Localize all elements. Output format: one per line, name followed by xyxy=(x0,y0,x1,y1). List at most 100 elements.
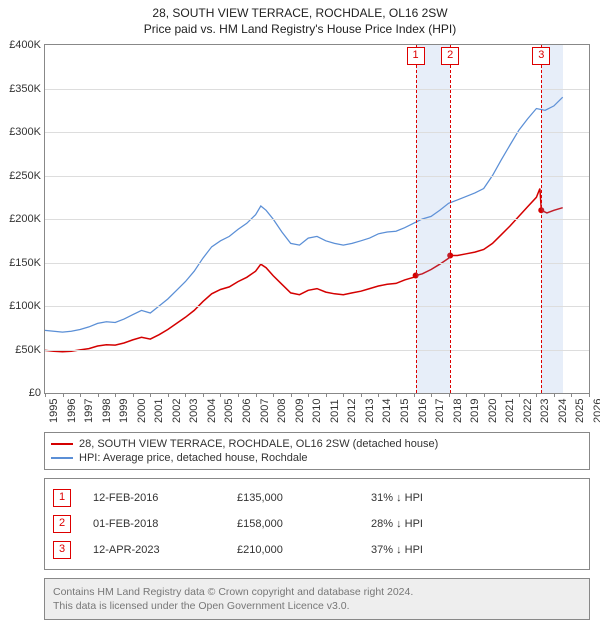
x-tick xyxy=(115,393,116,397)
x-tick xyxy=(308,393,309,397)
x-tick xyxy=(150,393,151,397)
x-tick xyxy=(98,393,99,397)
chart-container: 28, SOUTH VIEW TERRACE, ROCHDALE, OL16 2… xyxy=(0,0,600,620)
event-price: £158,000 xyxy=(235,511,369,537)
x-axis-label: 2015 xyxy=(399,399,411,423)
y-axis-label: £400K xyxy=(9,39,41,51)
x-axis-label: 2016 xyxy=(417,399,429,423)
x-axis-label: 2008 xyxy=(276,399,288,423)
event-row: 1 12-FEB-2016 £135,000 31% ↓ HPI xyxy=(51,485,583,511)
x-axis-label: 2020 xyxy=(487,399,499,423)
x-axis-label: 1996 xyxy=(66,399,78,423)
x-axis-label: 2019 xyxy=(469,399,481,423)
event-delta: 37% ↓ HPI xyxy=(369,537,583,563)
x-tick xyxy=(185,393,186,397)
x-axis-label: 2026 xyxy=(592,399,600,423)
x-tick xyxy=(501,393,502,397)
x-axis-label: 1999 xyxy=(118,399,130,423)
y-gridline xyxy=(45,306,589,307)
series-property xyxy=(45,189,563,352)
events-table: 1 12-FEB-2016 £135,000 31% ↓ HPI 2 01-FE… xyxy=(44,478,590,570)
x-tick xyxy=(291,393,292,397)
x-tick xyxy=(484,393,485,397)
legend: 28, SOUTH VIEW TERRACE, ROCHDALE, OL16 2… xyxy=(44,432,590,470)
x-tick xyxy=(168,393,169,397)
y-axis-label: £100K xyxy=(9,300,41,312)
x-axis-label: 1997 xyxy=(83,399,95,423)
x-axis-label: 2010 xyxy=(311,399,323,423)
x-tick xyxy=(80,393,81,397)
legend-label: 28, SOUTH VIEW TERRACE, ROCHDALE, OL16 2… xyxy=(79,438,438,450)
event-delta: 31% ↓ HPI xyxy=(369,485,583,511)
x-axis-label: 2013 xyxy=(364,399,376,423)
attribution-line: Contains HM Land Registry data © Crown c… xyxy=(53,585,581,599)
x-tick xyxy=(414,393,415,397)
x-axis-label: 2001 xyxy=(153,399,165,423)
y-axis-label: £50K xyxy=(15,344,41,356)
x-tick xyxy=(343,393,344,397)
x-axis-label: 2012 xyxy=(346,399,358,423)
x-axis-label: 2023 xyxy=(539,399,551,423)
y-gridline xyxy=(45,350,589,351)
x-axis-label: 2017 xyxy=(434,399,446,423)
x-tick xyxy=(589,393,590,397)
y-axis-label: £200K xyxy=(9,213,41,225)
y-gridline xyxy=(45,176,589,177)
event-marker-badge: 2 xyxy=(441,47,459,65)
y-gridline xyxy=(45,89,589,90)
x-tick xyxy=(203,393,204,397)
x-tick xyxy=(519,393,520,397)
legend-item-property: 28, SOUTH VIEW TERRACE, ROCHDALE, OL16 2… xyxy=(51,437,583,451)
event-line xyxy=(416,45,417,393)
chart-subtitle: Price paid vs. HM Land Registry's House … xyxy=(0,22,600,36)
x-tick xyxy=(536,393,537,397)
attribution-line: This data is licensed under the Open Gov… xyxy=(53,599,581,613)
event-delta: 28% ↓ HPI xyxy=(369,511,583,537)
x-axis-label: 1995 xyxy=(48,399,60,423)
x-tick xyxy=(378,393,379,397)
legend-swatch xyxy=(51,443,73,445)
event-price: £210,000 xyxy=(235,537,369,563)
event-date: 01-FEB-2018 xyxy=(91,511,235,537)
x-axis-label: 2024 xyxy=(557,399,569,423)
event-badge: 2 xyxy=(53,515,71,533)
x-tick xyxy=(45,393,46,397)
x-axis-label: 2005 xyxy=(223,399,235,423)
event-row: 3 12-APR-2023 £210,000 37% ↓ HPI xyxy=(51,537,583,563)
event-date: 12-FEB-2016 xyxy=(91,485,235,511)
event-badge: 3 xyxy=(53,541,71,559)
plot-area: £0£50K£100K£150K£200K£250K£300K£350K£400… xyxy=(44,44,590,394)
y-axis-label: £150K xyxy=(9,257,41,269)
x-axis-label: 1998 xyxy=(101,399,113,423)
x-tick xyxy=(571,393,572,397)
y-gridline xyxy=(45,263,589,264)
x-axis-label: 2006 xyxy=(241,399,253,423)
x-tick xyxy=(238,393,239,397)
x-tick xyxy=(449,393,450,397)
event-price: £135,000 xyxy=(235,485,369,511)
x-axis-label: 2021 xyxy=(504,399,516,423)
x-axis-label: 2014 xyxy=(381,399,393,423)
x-axis-label: 2025 xyxy=(574,399,586,423)
chart-title: 28, SOUTH VIEW TERRACE, ROCHDALE, OL16 2… xyxy=(0,6,600,20)
x-tick xyxy=(431,393,432,397)
attribution: Contains HM Land Registry data © Crown c… xyxy=(44,578,590,620)
y-axis-label: £350K xyxy=(9,83,41,95)
x-axis-label: 2002 xyxy=(171,399,183,423)
event-line xyxy=(450,45,451,393)
x-tick xyxy=(326,393,327,397)
x-tick xyxy=(133,393,134,397)
event-badge: 1 xyxy=(53,489,71,507)
y-gridline xyxy=(45,219,589,220)
y-axis-label: £0 xyxy=(29,387,41,399)
x-tick xyxy=(466,393,467,397)
legend-swatch xyxy=(51,457,73,459)
legend-item-hpi: HPI: Average price, detached house, Roch… xyxy=(51,451,583,465)
x-axis-label: 2009 xyxy=(294,399,306,423)
x-axis-label: 2007 xyxy=(259,399,271,423)
y-axis-label: £250K xyxy=(9,170,41,182)
x-axis-label: 2004 xyxy=(206,399,218,423)
x-tick xyxy=(396,393,397,397)
event-line xyxy=(541,45,542,393)
x-tick xyxy=(256,393,257,397)
